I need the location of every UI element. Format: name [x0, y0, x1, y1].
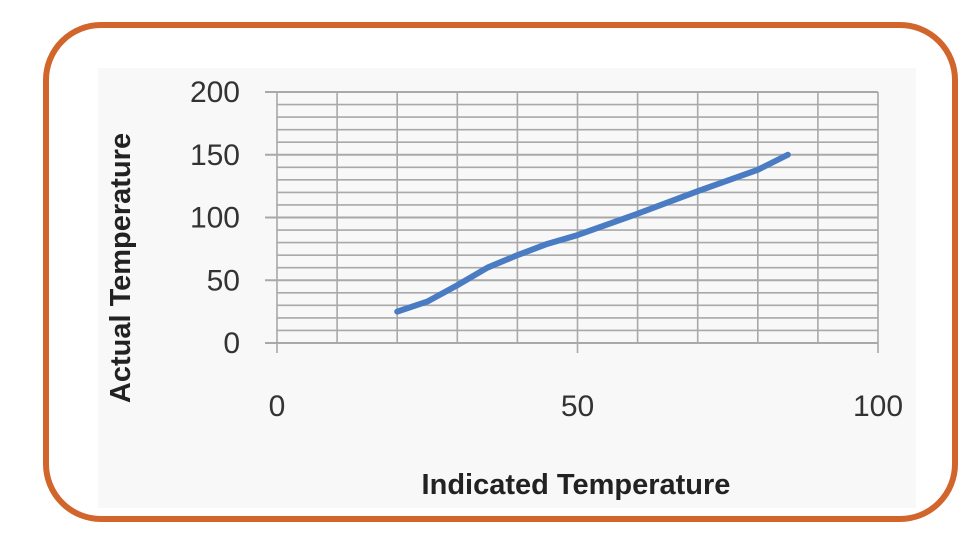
x-tick-label: 0	[269, 390, 286, 423]
series-line	[394, 151, 791, 315]
chart-panel	[98, 68, 916, 508]
y-axis-title: Actual Temperature	[105, 133, 137, 403]
x-axis-title: Indicated Temperature	[422, 469, 731, 501]
gridlines	[265, 91, 879, 353]
y-tick-label: 150	[190, 139, 240, 172]
x-tick-label: 50	[561, 390, 594, 423]
y-tick-label: 100	[190, 202, 240, 235]
y-tick-label: 200	[190, 76, 240, 109]
y-tick-label: 50	[207, 264, 240, 297]
y-tick-label: 0	[223, 327, 240, 360]
x-tick-labels: 0 50 100	[269, 390, 903, 423]
y-tick-labels: 0 50 100 150 200	[190, 76, 240, 360]
x-tick-label: 100	[853, 390, 903, 423]
